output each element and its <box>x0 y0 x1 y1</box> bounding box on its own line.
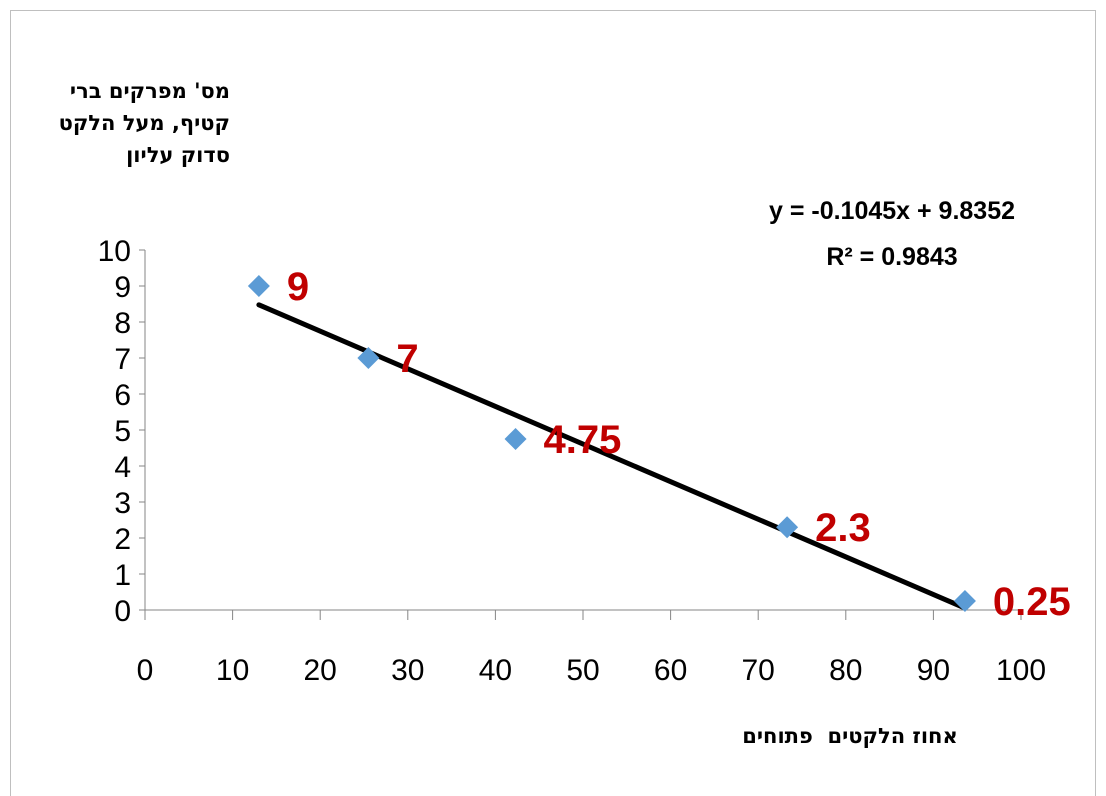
data-point-marker <box>247 275 270 297</box>
data-point-marker <box>357 347 380 369</box>
y-tick-label: 3 <box>114 487 131 520</box>
y-tick-label: 2 <box>114 523 131 556</box>
x-tick-label: 30 <box>391 654 424 687</box>
chart-area <box>10 10 1096 796</box>
data-point-label: 2.3 <box>815 506 871 550</box>
y-tick-label: 1 <box>114 559 131 592</box>
x-tick-label: 100 <box>996 654 1046 687</box>
data-point-marker <box>776 516 799 539</box>
x-tick-label: 40 <box>479 654 512 687</box>
trendline-equation: y = -0.1045x + 9.8352 R² = 0.9843 <box>700 188 1084 280</box>
x-tick-label: 20 <box>304 654 337 687</box>
data-labels-layer: 9 7 4.75 2.3 0.25 <box>287 265 1071 624</box>
y-tick-label: 9 <box>114 271 131 304</box>
x-tick-label: 0 <box>137 654 154 687</box>
x-tick-label: 10 <box>216 654 249 687</box>
y-tick-label: 6 <box>114 379 131 412</box>
data-points-layer <box>247 275 976 612</box>
x-axis-title: אחוז הלקטים פתוחים <box>742 724 958 748</box>
data-point-marker <box>953 590 976 612</box>
y-tick-label: 0 <box>114 595 131 628</box>
x-tick-label: 50 <box>566 654 599 687</box>
y-tick-label: 10 <box>98 235 131 268</box>
x-tick-label: 70 <box>742 654 775 687</box>
data-point-label: 7 <box>396 337 418 381</box>
equation-text: y = -0.1045x + 9.8352 <box>768 197 1016 225</box>
data-point-label: 9 <box>287 265 309 309</box>
y-tick-label: 4 <box>114 451 131 484</box>
y-tick-label: 8 <box>114 307 131 340</box>
data-point-marker <box>504 428 527 450</box>
x-tick-label: 80 <box>829 654 862 687</box>
x-tick-label: 60 <box>654 654 687 687</box>
y-axis-title: מס' מפרקים ברי קטיף, מעל הלקט סדוק עליון <box>58 79 230 167</box>
data-point-label: 0.25 <box>993 580 1071 624</box>
x-tick-label: 90 <box>917 654 950 687</box>
y-tick-label: 7 <box>114 343 131 376</box>
y-tick-label: 5 <box>114 415 131 448</box>
data-point-label: 4.75 <box>544 418 622 462</box>
r-squared-text: R² = 0.9843 <box>826 243 958 271</box>
